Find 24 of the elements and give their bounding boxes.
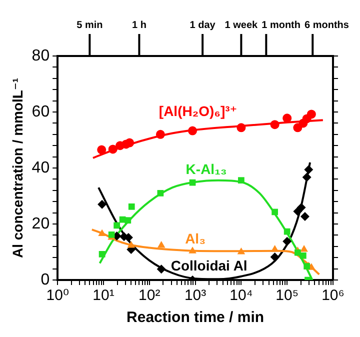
y-tick-label: 80 bbox=[32, 47, 50, 64]
series-label: K-Al₁₃ bbox=[186, 161, 227, 178]
y-tick-label: 40 bbox=[32, 159, 50, 176]
x-tick-label: 10⁶ bbox=[322, 287, 344, 304]
series-label: [Al(H₂O)₆]³⁺ bbox=[158, 102, 238, 119]
y-tick-label: 60 bbox=[32, 103, 50, 120]
x-tick-label: 10⁵ bbox=[276, 287, 299, 304]
series-label: Colloidai Al bbox=[170, 257, 248, 274]
x-tick-label: 10⁰ bbox=[46, 287, 69, 304]
y-tick-label: 0 bbox=[40, 271, 50, 288]
x-tick-label: 10² bbox=[138, 287, 160, 304]
ref-line-label: 6 months bbox=[304, 20, 350, 31]
x-tick-label: 10¹ bbox=[92, 287, 114, 304]
y-axis-title: Al concentration / mmolL⁻¹ bbox=[9, 78, 26, 258]
y-tick-label: 20 bbox=[32, 215, 50, 232]
ref-line-label: 1 h bbox=[132, 20, 146, 31]
ref-line-label: 1 day bbox=[190, 20, 216, 31]
x-tick-label: 10⁴ bbox=[230, 287, 253, 304]
ref-line-label: 5 min bbox=[76, 20, 103, 31]
ref-line-label: 1 month bbox=[262, 20, 300, 31]
x-tick-label: 10³ bbox=[184, 287, 206, 304]
series-label: Al₃ bbox=[185, 230, 206, 247]
x-axis-title: Reaction time / min bbox=[126, 309, 264, 326]
ref-line-label: 1 week bbox=[224, 20, 258, 31]
